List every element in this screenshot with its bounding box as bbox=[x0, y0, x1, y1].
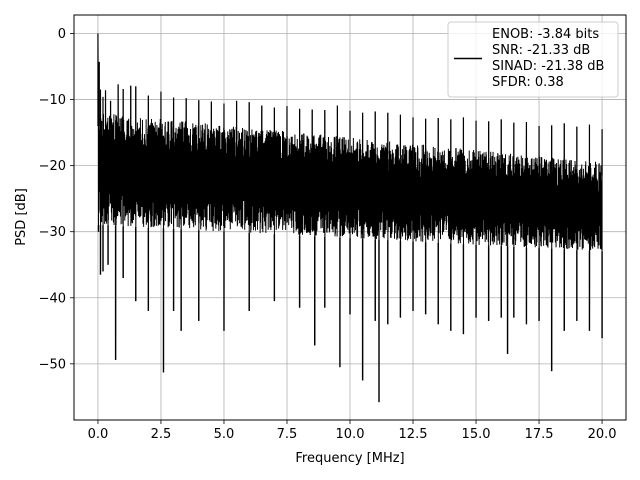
legend-box bbox=[447, 21, 619, 98]
y-tick-label: −10 bbox=[39, 93, 66, 108]
y-tick-label: 0 bbox=[58, 27, 66, 42]
legend-sinad: SINAD: -21.38 dB bbox=[492, 59, 604, 74]
x-tick-label: 12.5 bbox=[399, 427, 428, 442]
legend-sfdr: SFDR: 0.38 bbox=[492, 75, 564, 90]
x-tick-label: 17.5 bbox=[525, 427, 554, 442]
y-tick-label: −50 bbox=[39, 357, 66, 372]
x-axis-label: Frequency [MHz] bbox=[295, 451, 404, 466]
x-tick-label: 0.0 bbox=[88, 427, 109, 442]
x-tick-label: 10.0 bbox=[336, 427, 365, 442]
y-tick-label: −20 bbox=[39, 159, 66, 174]
y-tick-label: −40 bbox=[39, 291, 66, 306]
x-tick-label: 2.5 bbox=[151, 427, 172, 442]
x-tick-label: 7.5 bbox=[277, 427, 298, 442]
x-tick-label: 5.0 bbox=[214, 427, 235, 442]
legend-enob: ENOB: -3.84 bits bbox=[492, 27, 599, 42]
data-area bbox=[97, 33, 603, 403]
legend: ENOB: -3.84 bits SNR: -21.33 dB SINAD: -… bbox=[447, 21, 619, 98]
y-tick-label: −30 bbox=[39, 225, 66, 240]
y-axis-label: PSD [dB] bbox=[14, 188, 29, 246]
x-tick-label: 20.0 bbox=[588, 427, 617, 442]
ticks: 0.0 2.5 5.0 7.5 10.0 12.5 15.0 17.5 20.0 0 −10 −20 −… bbox=[39, 27, 617, 442]
x-tick-label: 15.0 bbox=[462, 427, 491, 442]
legend-snr: SNR: -21.33 dB bbox=[492, 43, 590, 58]
